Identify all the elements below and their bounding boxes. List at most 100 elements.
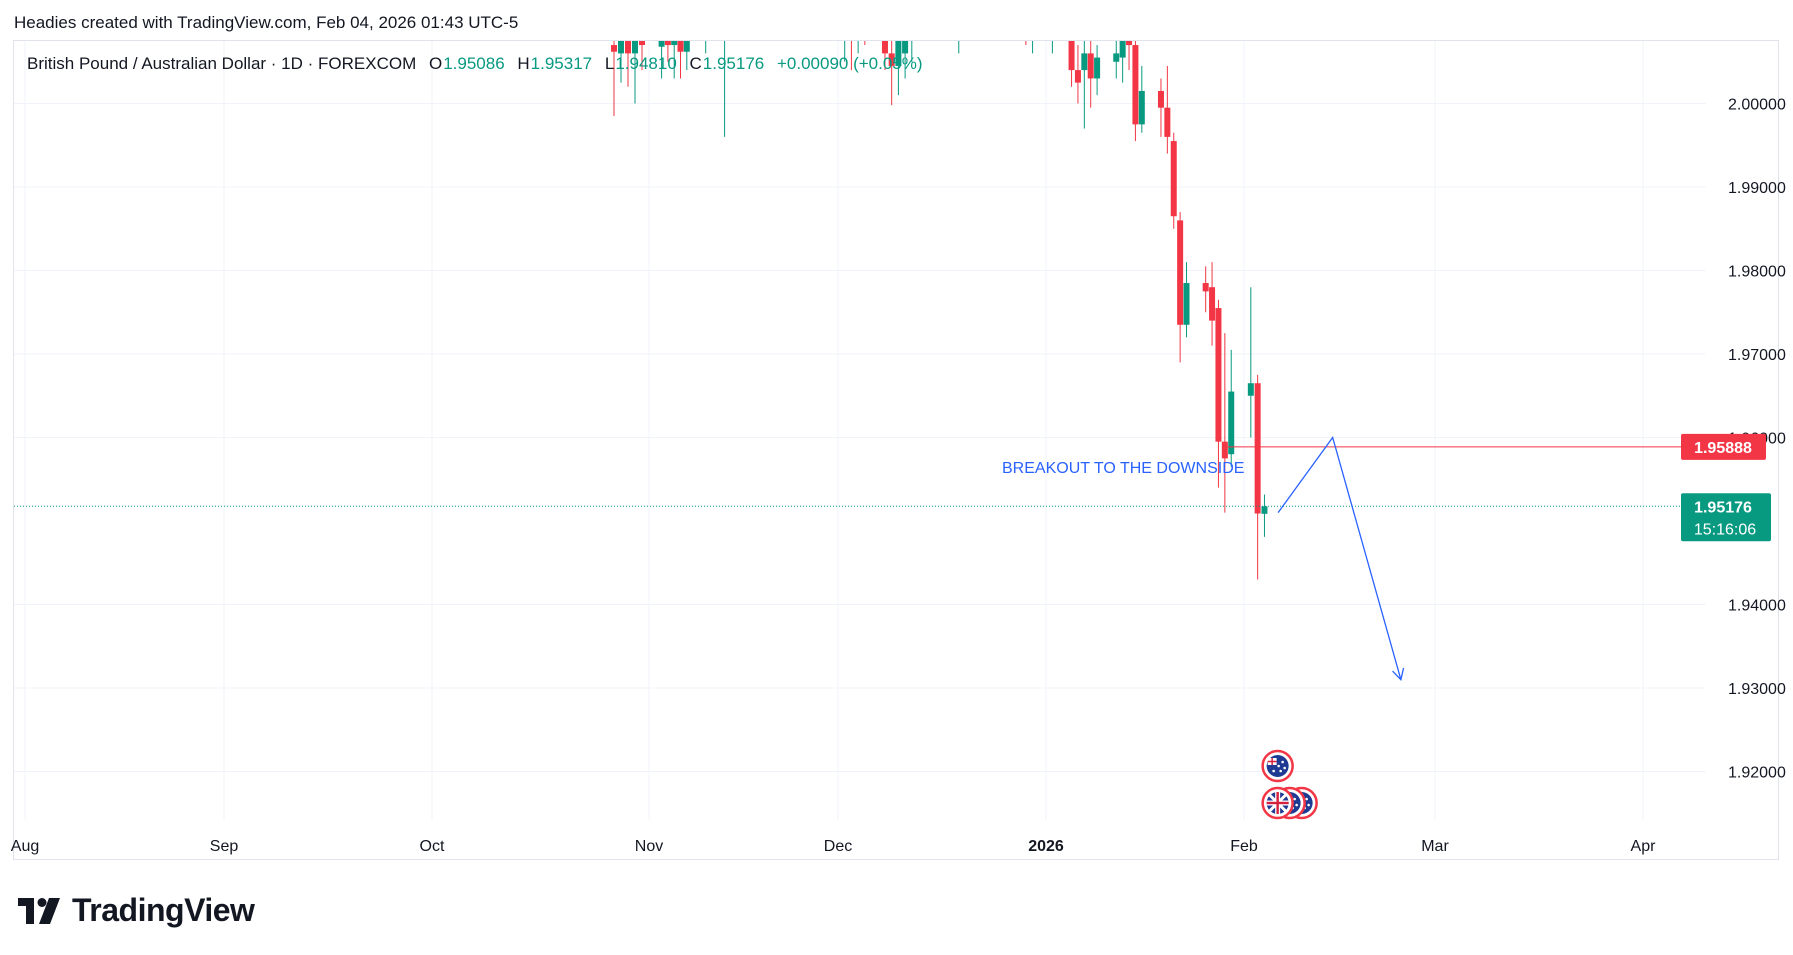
candle-body [1068,41,1075,71]
candle[interactable] [895,12,902,96]
tradingview-logo[interactable]: TradingView [18,892,255,929]
candle-body [1247,383,1254,396]
candle[interactable] [862,0,868,46]
candle[interactable] [1254,374,1261,580]
candle[interactable] [1228,349,1235,467]
candle[interactable] [709,0,715,37]
y-tick-label: 1.98000 [1728,264,1786,281]
candle[interactable] [618,20,624,83]
candle[interactable] [683,12,690,71]
forecast-path[interactable] [1277,436,1402,680]
candle-body [625,41,631,54]
candle[interactable] [715,0,721,28]
candle[interactable] [1202,266,1209,313]
candle-body [902,41,909,54]
gb-flag-icon[interactable] [1261,786,1294,820]
candle[interactable] [909,0,915,62]
x-tick-label: Oct [420,838,445,855]
symbol-legend[interactable]: British Pound / Australian Dollar · 1D ·… [27,54,923,74]
candle[interactable] [1221,333,1228,513]
open-label: O [428,54,443,73]
x-tick-label: Feb [1230,838,1258,855]
chart-frame[interactable] [13,40,1779,860]
candle[interactable] [664,0,671,62]
candle[interactable] [632,3,638,104]
candle[interactable] [881,0,888,71]
candle[interactable] [1094,45,1101,96]
candle-body [1261,506,1268,514]
candle[interactable] [1081,37,1088,129]
candle[interactable] [848,0,854,71]
candle-body [1023,3,1029,11]
candle[interactable] [929,0,935,28]
candle[interactable] [1023,0,1029,46]
candle[interactable] [1209,262,1216,346]
candle[interactable] [1138,65,1145,133]
candle-body [888,53,895,66]
candle-body [1094,57,1101,79]
candle[interactable] [842,3,848,62]
candle-body [881,41,888,54]
candle-body [842,28,848,41]
logo-text: TradingView [72,892,255,928]
candle[interactable] [722,0,728,137]
resistance-tag-label: 1.95888 [1694,440,1752,457]
candle[interactable] [677,3,684,79]
time-axis[interactable]: Aug Sep Oct Nov Dec 2026 Feb Mar Apr [11,838,1656,855]
candle[interactable] [703,0,709,54]
symbol-name[interactable]: British Pound / Australian Dollar · 1D ·… [27,54,417,73]
y-tick-label: 1.99000 [1728,180,1786,197]
candle-body [862,3,868,20]
candle[interactable] [728,0,734,37]
candle[interactable] [1215,299,1222,488]
candle[interactable] [1164,65,1171,154]
candle[interactable] [902,20,909,79]
candle-body [728,0,734,12]
candle[interactable] [1113,37,1120,79]
candle[interactable] [611,7,617,117]
tradingview-logo-icon [18,897,60,924]
candle[interactable] [1030,0,1036,54]
candle[interactable] [1132,37,1139,142]
y-tick-label: 1.97000 [1728,347,1786,364]
annotation-text[interactable]: BREAKOUT TO THE DOWNSIDE [1002,460,1244,477]
flag-star [1279,769,1282,773]
candle[interactable] [1177,212,1184,363]
au-flag-icon[interactable] [1261,749,1294,783]
candle-body [895,41,902,66]
candle-body [618,41,624,54]
candle[interactable] [625,3,631,87]
candle[interactable] [1068,12,1075,87]
candle[interactable] [888,28,895,106]
candle[interactable] [1247,287,1254,438]
candle[interactable] [1087,33,1094,108]
candle[interactable] [1170,132,1177,229]
candle[interactable] [855,0,861,54]
candle[interactable] [1183,262,1190,338]
candle[interactable] [671,20,678,79]
candle-body [677,41,684,52]
candle-body [1119,41,1126,58]
candle[interactable] [1261,494,1268,537]
x-tick-label: 2026 [1028,838,1064,855]
candle-body [671,41,678,46]
candle-body [1030,3,1036,11]
flag-star [1281,760,1284,764]
candle-body [632,41,638,54]
candle[interactable] [658,12,665,79]
resistance-price-tag[interactable]: 1.95888 [1681,433,1766,460]
last-price-tag[interactable]: 1.95176 15:16:06 [1681,493,1771,542]
candle[interactable] [1074,45,1081,104]
candle[interactable] [1119,33,1126,83]
x-tick-label: Dec [824,838,852,855]
candle[interactable] [956,0,962,54]
y-tick-label: 1.94000 [1728,598,1786,615]
candle-body [1087,53,1094,79]
grid-lines [14,41,1706,820]
candle[interactable] [1157,78,1164,137]
open-value: 1.95086 [443,54,505,73]
candle[interactable] [1049,0,1055,54]
candle[interactable] [639,0,645,71]
candle[interactable] [1126,24,1133,71]
